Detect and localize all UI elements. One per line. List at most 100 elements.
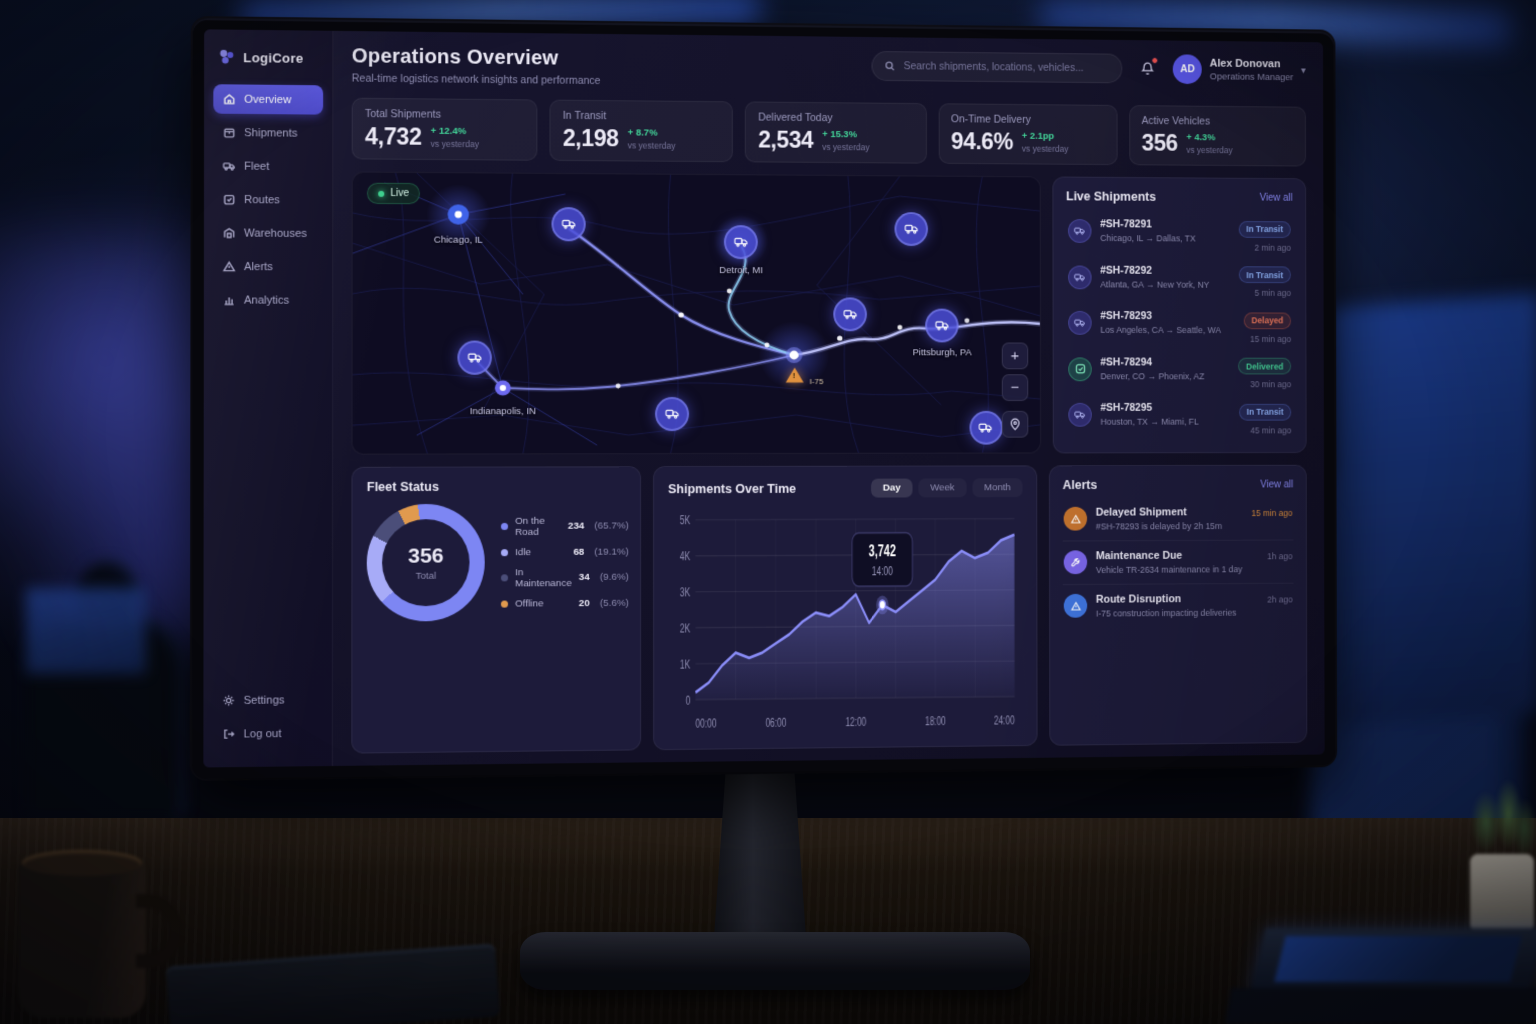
truck-marker[interactable] xyxy=(894,211,929,246)
map-zoom-controls: + − xyxy=(1001,342,1029,401)
chart-range-tabs: Day Week Month xyxy=(870,478,1023,498)
map-locate-control xyxy=(1001,411,1029,438)
pin-icon xyxy=(1010,418,1021,431)
shipment-row[interactable]: #SH-78295 Houston, TX → Miami, FL In Tran… xyxy=(1066,396,1293,441)
user-name: Alex Donovan xyxy=(1209,57,1281,70)
chevron-down-icon: ▾ xyxy=(1300,65,1306,76)
sidebar-item-warehouses[interactable]: Warehouses xyxy=(213,218,323,248)
live-shipments-view-all[interactable]: View all xyxy=(1259,192,1293,204)
legend-item: In Maintenance 34 (9.6%) xyxy=(500,566,629,589)
search-input[interactable] xyxy=(903,60,1111,75)
truck-marker[interactable] xyxy=(925,308,959,343)
svg-text:0: 0 xyxy=(686,694,691,708)
app-name: LogiCore xyxy=(243,49,304,66)
background-monitors xyxy=(1330,292,1536,728)
truck-marker[interactable] xyxy=(969,410,1003,445)
background-monitor xyxy=(26,588,146,674)
fleet-legend: On the Road 234 (65.7%) Idle 68 (19.1%) In M… xyxy=(500,515,629,609)
shipment-row[interactable]: #SH-78292 Atlanta, GA → New York, NY In T… xyxy=(1066,258,1293,304)
sidebar-item-alerts[interactable]: Alerts xyxy=(213,252,323,282)
truck-icon xyxy=(223,159,236,172)
live-shipments-title: Live Shipments xyxy=(1066,189,1156,204)
fleet-status-panel: Fleet Status 356 Total On the Road 234 (65… xyxy=(351,466,642,754)
truck-marker[interactable] xyxy=(655,397,690,432)
alert-item[interactable]: Route Disruption I-75 construction impact… xyxy=(1062,582,1294,628)
map-label-detroit: Detroit, MI xyxy=(719,265,763,277)
kpi-active-vehicles: Active Vehicles 356 + 4.3% vs yesterday xyxy=(1128,105,1306,167)
status-badge: In Transit xyxy=(1238,220,1291,238)
truck-icon xyxy=(843,308,858,320)
truck-marker[interactable] xyxy=(724,224,759,259)
svg-text:2K: 2K xyxy=(680,622,691,636)
avatar: AD xyxy=(1173,54,1203,85)
fleet-status-title: Fleet Status xyxy=(366,479,439,495)
home-icon xyxy=(223,92,236,105)
zoom-out-button[interactable]: − xyxy=(1001,374,1029,401)
incident-warning-icon[interactable] xyxy=(785,367,804,383)
shipment-row[interactable]: #SH-78291 Chicago, IL → Dallas, TX In Tra… xyxy=(1066,212,1293,258)
kpi-on-time-delivery: On-Time Delivery 94.6% + 2.1pp vs yesterd… xyxy=(938,103,1118,166)
svg-text:00:00: 00:00 xyxy=(696,717,717,731)
page-title: Operations Overview xyxy=(351,45,559,70)
area-chart: 0 1K 2K 3K 4K 5K 00:00 06:00 12:00 18:00 24:00 3,74… xyxy=(668,503,1023,741)
alerts-view-all[interactable]: View all xyxy=(1260,479,1294,490)
route-check-icon xyxy=(222,193,235,206)
notifications-button[interactable] xyxy=(1135,56,1160,82)
alert-item[interactable]: Delayed Shipment #SH-78293 is delayed by … xyxy=(1063,497,1294,540)
search-bar[interactable] xyxy=(871,50,1123,84)
fleet-total: 356 xyxy=(408,543,444,568)
sidebar-item-shipments[interactable]: Shipments xyxy=(213,118,323,148)
truck-icon xyxy=(935,320,950,332)
shipment-row[interactable]: #SH-78293 Los Angeles, CA → Seattle, WA D… xyxy=(1066,304,1293,349)
truck-marker[interactable] xyxy=(551,207,586,242)
shipment-row[interactable]: #SH-78294 Denver, CO → Phoenix, AZ Delive… xyxy=(1066,350,1293,395)
dashboard-screen: LogiCore Overview Shipments Fleet Routes xyxy=(203,29,1325,768)
svg-text:5K: 5K xyxy=(680,514,691,528)
alert-triangle-icon xyxy=(222,260,235,273)
truck-marker[interactable] xyxy=(457,340,493,376)
laptop xyxy=(1224,928,1536,1024)
sidebar-item-routes[interactable]: Routes xyxy=(213,185,323,215)
svg-text:1K: 1K xyxy=(680,658,691,672)
alert-item[interactable]: Maintenance Due Vehicle TR-2634 maintenan… xyxy=(1062,539,1294,585)
status-badge: Delayed xyxy=(1243,311,1291,329)
sidebar-item-settings[interactable]: Settings xyxy=(213,685,323,716)
status-badge: In Transit xyxy=(1238,403,1292,421)
svg-text:12:00: 12:00 xyxy=(845,716,866,730)
kpi-total-shipments: Total Shipments 4,732 + 12.4% vs yesterda… xyxy=(351,97,538,161)
page-subtitle: Real-time logistics network insights and… xyxy=(351,72,601,88)
fleet-donut-chart: 356 Total xyxy=(366,503,485,622)
truck-icon xyxy=(1068,402,1092,427)
logout-icon xyxy=(222,727,235,740)
sidebar-item-overview[interactable]: Overview xyxy=(213,84,324,115)
bar-chart-icon xyxy=(222,293,235,306)
search-icon xyxy=(885,60,896,72)
sidebar-item-analytics[interactable]: Analytics xyxy=(213,285,323,315)
incident-label: I-75 xyxy=(809,376,824,386)
status-badge: In Transit xyxy=(1238,266,1291,284)
locate-pin-button[interactable] xyxy=(1001,411,1029,438)
sidebar-item-fleet[interactable]: Fleet xyxy=(213,151,323,181)
svg-text:3K: 3K xyxy=(680,586,691,600)
legend-item: On the Road 234 (65.7%) xyxy=(500,515,629,538)
alerts-panel: Alerts View all Delayed Shipment #SH-7829… xyxy=(1048,464,1308,746)
live-badge: Live xyxy=(366,182,421,205)
svg-text:4K: 4K xyxy=(680,550,691,564)
truck-marker[interactable] xyxy=(833,297,868,332)
tab-week[interactable]: Week xyxy=(918,478,967,498)
svg-text:06:00: 06:00 xyxy=(765,717,786,731)
main-content: Operations Overview Real-time logistics … xyxy=(333,31,1325,766)
tab-day[interactable]: Day xyxy=(870,478,913,498)
live-map[interactable]: Live xyxy=(351,171,1042,455)
live-dot xyxy=(378,190,385,197)
zoom-in-button[interactable]: + xyxy=(1001,342,1029,370)
logo-icon xyxy=(220,49,234,64)
tab-month[interactable]: Month xyxy=(972,478,1023,498)
sidebar-item-logout[interactable]: Log out xyxy=(213,718,323,749)
delivered-check-icon xyxy=(1068,356,1092,381)
svg-text:3,742: 3,742 xyxy=(869,541,896,560)
user-menu[interactable]: AD Alex Donovan Operations Manager ▾ xyxy=(1173,54,1306,85)
app-logo: LogiCore xyxy=(213,46,323,86)
truck-icon xyxy=(561,218,576,230)
chart-title: Shipments Over Time xyxy=(668,481,797,496)
